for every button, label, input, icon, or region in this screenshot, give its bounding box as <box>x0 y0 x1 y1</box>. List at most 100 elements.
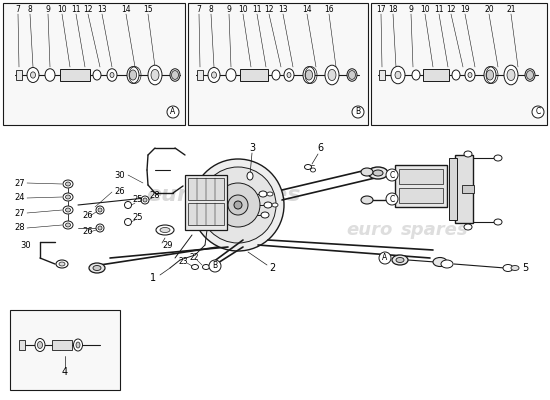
Text: A: A <box>382 254 388 262</box>
Ellipse shape <box>56 260 68 268</box>
Bar <box>462 185 474 193</box>
Ellipse shape <box>45 69 55 81</box>
Ellipse shape <box>303 67 315 83</box>
Bar <box>188 178 224 200</box>
Ellipse shape <box>65 195 70 199</box>
Ellipse shape <box>65 208 70 212</box>
Ellipse shape <box>98 208 102 212</box>
Text: 27: 27 <box>14 178 25 188</box>
Ellipse shape <box>468 72 472 78</box>
Bar <box>10 310 120 390</box>
Text: B: B <box>355 108 361 116</box>
Circle shape <box>216 183 260 227</box>
Ellipse shape <box>526 71 534 79</box>
Bar <box>399 188 443 203</box>
Text: 28: 28 <box>150 192 160 200</box>
Ellipse shape <box>272 70 280 80</box>
Ellipse shape <box>129 70 136 80</box>
Ellipse shape <box>391 66 405 84</box>
Ellipse shape <box>272 203 278 207</box>
Bar <box>371 3 547 125</box>
Ellipse shape <box>486 70 493 80</box>
Ellipse shape <box>63 206 73 214</box>
Text: 23: 23 <box>178 256 188 266</box>
Text: spares: spares <box>401 221 469 239</box>
Text: 14: 14 <box>121 6 131 14</box>
Text: 13: 13 <box>278 6 288 14</box>
Ellipse shape <box>484 67 496 83</box>
Text: 28: 28 <box>14 224 25 232</box>
Bar <box>16 70 22 80</box>
Ellipse shape <box>93 266 101 270</box>
Ellipse shape <box>325 65 339 85</box>
Ellipse shape <box>349 71 355 79</box>
Ellipse shape <box>27 68 39 82</box>
Ellipse shape <box>494 155 502 161</box>
Circle shape <box>200 167 276 243</box>
Text: 1: 1 <box>150 273 156 283</box>
Ellipse shape <box>96 224 104 232</box>
Ellipse shape <box>507 69 515 81</box>
Text: 12: 12 <box>446 6 456 14</box>
Ellipse shape <box>361 196 373 204</box>
Ellipse shape <box>284 69 294 81</box>
Ellipse shape <box>30 72 36 78</box>
Ellipse shape <box>395 71 401 79</box>
Text: 9: 9 <box>409 6 414 14</box>
Ellipse shape <box>160 228 170 232</box>
Text: 2: 2 <box>269 263 275 273</box>
Ellipse shape <box>305 164 311 170</box>
Text: B: B <box>212 262 218 270</box>
Ellipse shape <box>170 69 180 81</box>
Circle shape <box>167 106 179 118</box>
Text: 30: 30 <box>21 242 31 250</box>
Ellipse shape <box>96 206 104 214</box>
Ellipse shape <box>464 224 472 230</box>
Ellipse shape <box>63 221 73 229</box>
Ellipse shape <box>525 69 535 81</box>
Ellipse shape <box>261 212 269 218</box>
Text: C: C <box>389 170 395 180</box>
Text: 25: 25 <box>133 214 143 222</box>
Text: 4: 4 <box>62 367 68 377</box>
Bar <box>19 340 25 350</box>
Text: 11: 11 <box>252 6 262 14</box>
Bar <box>188 203 224 225</box>
Ellipse shape <box>65 223 70 227</box>
Bar <box>423 69 449 81</box>
Ellipse shape <box>373 170 383 176</box>
Ellipse shape <box>74 339 82 351</box>
Ellipse shape <box>208 68 220 82</box>
Ellipse shape <box>412 70 420 80</box>
Ellipse shape <box>267 192 273 196</box>
Bar <box>379 70 385 80</box>
Ellipse shape <box>396 258 404 262</box>
Text: 9: 9 <box>227 6 232 14</box>
Bar <box>197 70 203 80</box>
Ellipse shape <box>464 151 472 157</box>
Text: 10: 10 <box>238 6 248 14</box>
Ellipse shape <box>35 338 45 352</box>
Bar <box>240 69 268 81</box>
Text: 22: 22 <box>189 254 199 262</box>
Bar <box>3 3 185 125</box>
Circle shape <box>532 106 544 118</box>
Text: 13: 13 <box>97 6 107 14</box>
Ellipse shape <box>65 182 70 186</box>
Text: 8: 8 <box>208 6 213 14</box>
Ellipse shape <box>259 191 267 197</box>
Text: 11: 11 <box>434 6 444 14</box>
Text: 30: 30 <box>115 170 125 180</box>
Ellipse shape <box>143 198 147 202</box>
Ellipse shape <box>63 180 73 188</box>
Ellipse shape <box>441 260 453 268</box>
Text: 12: 12 <box>264 6 274 14</box>
Circle shape <box>352 106 364 118</box>
Text: 21: 21 <box>506 6 516 14</box>
Text: 20: 20 <box>484 6 494 14</box>
Text: 26: 26 <box>115 188 125 196</box>
Ellipse shape <box>504 65 518 85</box>
Text: 3: 3 <box>249 143 255 153</box>
Ellipse shape <box>127 67 139 83</box>
Text: 17: 17 <box>376 6 386 14</box>
